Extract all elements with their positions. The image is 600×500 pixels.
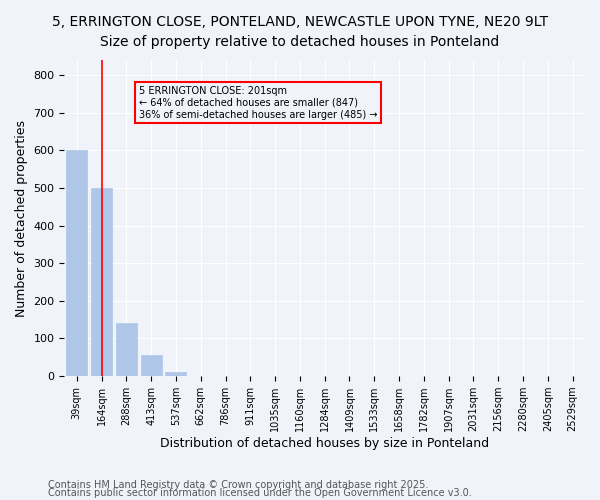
Text: Contains HM Land Registry data © Crown copyright and database right 2025.: Contains HM Land Registry data © Crown c… xyxy=(48,480,428,490)
Bar xyxy=(140,356,162,376)
Bar xyxy=(66,150,88,376)
Bar xyxy=(116,324,137,376)
Text: Size of property relative to detached houses in Ponteland: Size of property relative to detached ho… xyxy=(100,35,500,49)
X-axis label: Distribution of detached houses by size in Ponteland: Distribution of detached houses by size … xyxy=(160,437,489,450)
Text: 5, ERRINGTON CLOSE, PONTELAND, NEWCASTLE UPON TYNE, NE20 9LT: 5, ERRINGTON CLOSE, PONTELAND, NEWCASTLE… xyxy=(52,15,548,29)
Text: 5 ERRINGTON CLOSE: 201sqm
← 64% of detached houses are smaller (847)
36% of semi: 5 ERRINGTON CLOSE: 201sqm ← 64% of detac… xyxy=(139,86,377,120)
Text: Contains public sector information licensed under the Open Government Licence v3: Contains public sector information licen… xyxy=(48,488,472,498)
Y-axis label: Number of detached properties: Number of detached properties xyxy=(15,120,28,316)
Bar xyxy=(91,188,112,376)
Bar xyxy=(166,372,187,376)
